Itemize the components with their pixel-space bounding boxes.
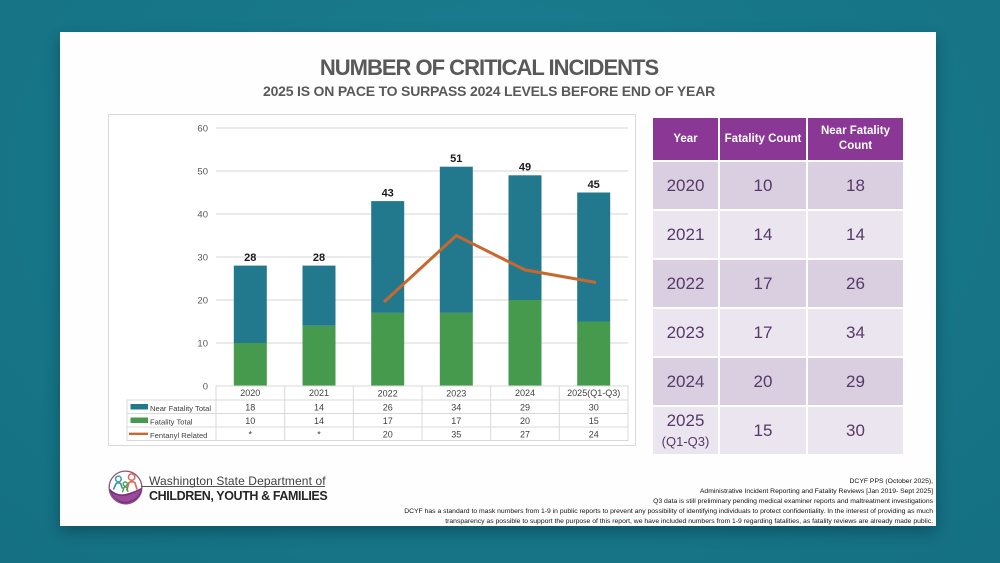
svg-text:43: 43 <box>382 188 394 200</box>
svg-text:10: 10 <box>197 339 208 350</box>
svg-text:50: 50 <box>197 167 208 178</box>
svg-text:17: 17 <box>383 416 393 426</box>
svg-text:17: 17 <box>451 416 461 426</box>
svg-text:14: 14 <box>314 403 324 413</box>
svg-text:*: * <box>249 430 253 440</box>
svg-text:15: 15 <box>589 416 599 426</box>
svg-text:34: 34 <box>451 403 461 413</box>
svg-text:40: 40 <box>197 210 208 221</box>
svg-text:29: 29 <box>520 403 530 413</box>
svg-text:51: 51 <box>450 153 462 165</box>
svg-text:2020: 2020 <box>240 388 260 398</box>
svg-text:2023: 2023 <box>446 389 466 399</box>
svg-text:10: 10 <box>245 416 255 426</box>
svg-text:Fatality Total: Fatality Total <box>150 418 193 427</box>
svg-text:35: 35 <box>451 430 461 440</box>
svg-text:20: 20 <box>197 296 208 307</box>
svg-text:0: 0 <box>203 382 208 393</box>
svg-text:30: 30 <box>197 253 208 264</box>
svg-text:45: 45 <box>588 179 600 191</box>
svg-text:20: 20 <box>520 416 530 426</box>
svg-text:26: 26 <box>383 403 393 413</box>
svg-text:28: 28 <box>244 252 256 264</box>
svg-text:*: * <box>317 430 321 440</box>
svg-text:Near Fatality Total: Near Fatality Total <box>150 404 211 413</box>
svg-text:2021: 2021 <box>309 388 329 398</box>
svg-text:49: 49 <box>519 162 531 174</box>
svg-text:20: 20 <box>383 430 393 440</box>
svg-text:30: 30 <box>589 403 599 413</box>
svg-text:2022: 2022 <box>378 389 398 399</box>
svg-text:2025(Q1-Q3): 2025(Q1-Q3) <box>567 388 620 398</box>
svg-text:2024: 2024 <box>515 388 535 398</box>
svg-text:24: 24 <box>589 430 599 440</box>
svg-text:Fentanyl Related: Fentanyl Related <box>150 431 207 440</box>
svg-text:18: 18 <box>245 403 255 413</box>
svg-text:14: 14 <box>314 416 324 426</box>
svg-text:60: 60 <box>197 124 208 135</box>
svg-text:28: 28 <box>313 252 325 264</box>
svg-text:27: 27 <box>520 430 530 440</box>
